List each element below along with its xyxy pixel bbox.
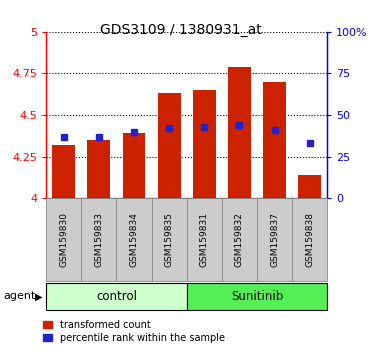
Text: GSM159833: GSM159833 [94,212,104,267]
Text: Sunitinib: Sunitinib [231,290,283,303]
Bar [116,198,152,281]
Text: GSM159831: GSM159831 [200,212,209,267]
Bar [222,198,257,281]
Bar [257,198,292,281]
Bar [298,175,321,198]
Bar [292,198,327,281]
Bar [193,90,216,198]
Bar [152,198,187,281]
Text: GSM159837: GSM159837 [270,212,279,267]
Bar [46,198,81,281]
Text: GSM159838: GSM159838 [305,212,314,267]
Text: GSM159835: GSM159835 [165,212,174,267]
Text: control: control [96,290,137,303]
Bar [228,67,251,198]
Bar [187,198,222,281]
Bar [81,198,116,281]
Bar [52,145,75,198]
Text: GSM159834: GSM159834 [129,212,139,267]
Bar [263,82,286,198]
Text: GSM159830: GSM159830 [59,212,68,267]
Bar [87,140,110,198]
Text: GSM159832: GSM159832 [235,212,244,267]
Bar [187,283,327,310]
Bar [158,93,181,198]
Text: GDS3109 / 1380931_at: GDS3109 / 1380931_at [100,23,262,37]
Legend: transformed count, percentile rank within the sample: transformed count, percentile rank withi… [44,320,225,343]
Bar [46,283,187,310]
Text: agent: agent [4,291,36,302]
Bar [122,133,146,198]
Text: ▶: ▶ [35,291,42,302]
